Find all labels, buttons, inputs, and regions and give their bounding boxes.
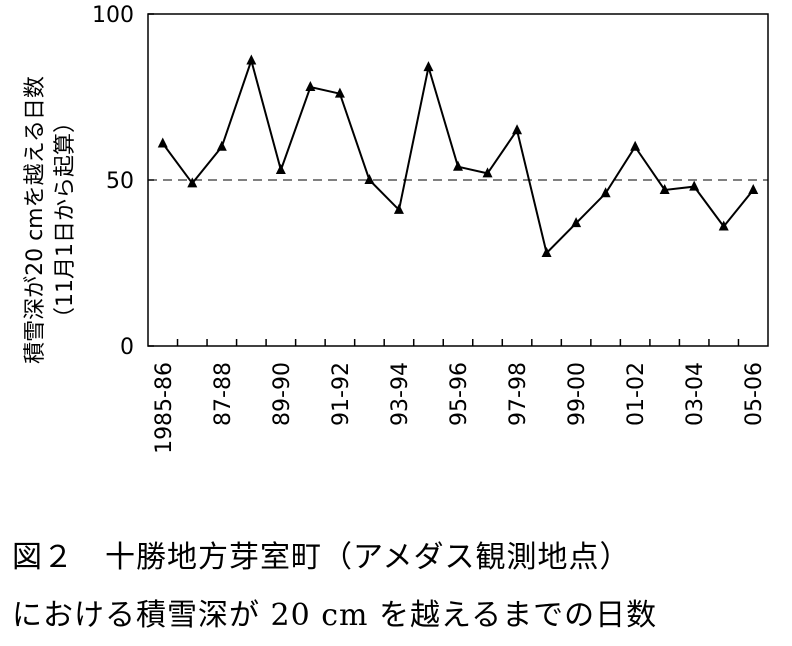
series-group bbox=[157, 54, 759, 258]
data-point bbox=[423, 61, 434, 72]
y-axis-label-line-2: （11月1日から起算） bbox=[53, 111, 78, 329]
data-point bbox=[275, 164, 286, 175]
x-tick-label: 05-06 bbox=[742, 362, 767, 426]
y-tick-label: 50 bbox=[106, 169, 134, 194]
figure-caption-line-1: 図２ 十勝地方芽室町（アメダス観測地点） bbox=[12, 540, 631, 575]
series-line bbox=[161, 57, 754, 255]
x-tick-label: 97-98 bbox=[506, 362, 531, 426]
x-tick-label: 93-94 bbox=[388, 362, 413, 426]
data-point bbox=[748, 183, 759, 194]
y-tick-label: 100 bbox=[92, 3, 134, 28]
data-point bbox=[600, 187, 611, 198]
data-point bbox=[334, 87, 345, 98]
x-tick-label: 03-04 bbox=[683, 362, 708, 426]
line-chart: 0 50 100 1985-86 87-88 89-90 91-92 93-94 95-96 9… bbox=[23, 3, 769, 454]
data-point bbox=[718, 220, 729, 231]
figure-caption-line-2: における積雪深が 20 cm を越えるまでの日数 bbox=[12, 598, 658, 633]
data-point bbox=[482, 167, 493, 178]
data-point bbox=[571, 217, 582, 228]
data-point bbox=[512, 124, 523, 135]
data-point bbox=[364, 174, 375, 184]
data-point bbox=[689, 180, 700, 191]
data-point bbox=[157, 137, 168, 148]
x-tick-label: 89-90 bbox=[270, 362, 295, 426]
data-point bbox=[630, 140, 641, 151]
y-axis-label-line-1: 積雪深が20 cmを越える日数 bbox=[23, 76, 48, 364]
data-point bbox=[305, 81, 316, 92]
data-point bbox=[216, 140, 227, 151]
data-point bbox=[453, 160, 463, 171]
data-point bbox=[187, 177, 198, 188]
y-axis-label: 積雪深が20 cmを越える日数 （11月1日から起算） bbox=[23, 76, 78, 364]
x-tick-label: 01-02 bbox=[624, 362, 649, 426]
data-point bbox=[659, 183, 670, 194]
data-point bbox=[541, 247, 552, 258]
data-point bbox=[246, 54, 257, 65]
x-tick-label: 99-00 bbox=[565, 362, 590, 426]
y-tick-labels: 0 50 100 bbox=[92, 3, 134, 360]
y-tick-label: 0 bbox=[120, 335, 134, 360]
x-tick-label: 87-88 bbox=[211, 362, 236, 426]
x-tick-labels: 1985-86 87-88 89-90 91-92 93-94 95-96 97-98 99-… bbox=[152, 362, 767, 454]
x-tick-label: 1985-86 bbox=[152, 362, 177, 454]
x-tick-label: 95-96 bbox=[447, 362, 472, 426]
data-point bbox=[393, 203, 404, 214]
x-tick-label: 91-92 bbox=[329, 362, 354, 426]
